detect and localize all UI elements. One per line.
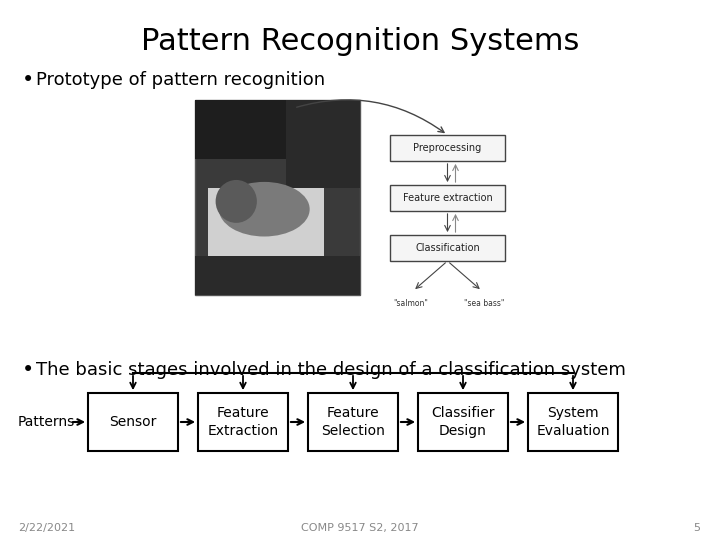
Bar	[390, 135, 505, 161]
Text: Classifier
Design: Classifier Design	[431, 406, 495, 437]
Text: System
Evaluation: System Evaluation	[536, 406, 610, 437]
Bar	[88, 393, 178, 451]
Bar	[195, 100, 360, 295]
Text: Classification: Classification	[415, 243, 480, 253]
Bar	[308, 393, 398, 451]
Text: Preprocessing: Preprocessing	[413, 143, 482, 153]
Text: Pattern Recognition Systems: Pattern Recognition Systems	[141, 28, 579, 57]
Text: "sea bass": "sea bass"	[464, 300, 505, 308]
Text: Feature
Extraction: Feature Extraction	[207, 406, 279, 437]
Text: •: •	[22, 360, 35, 380]
Bar	[418, 393, 508, 451]
Text: 2/22/2021: 2/22/2021	[18, 523, 75, 533]
Bar	[528, 393, 618, 451]
Bar	[286, 100, 360, 188]
Text: COMP 9517 S2, 2017: COMP 9517 S2, 2017	[301, 523, 419, 533]
Text: The basic stages involved in the design of a classification system: The basic stages involved in the design …	[36, 361, 626, 379]
Text: 5: 5	[693, 523, 700, 533]
Bar	[195, 256, 360, 295]
Bar	[390, 235, 505, 261]
Text: Prototype of pattern recognition: Prototype of pattern recognition	[36, 71, 325, 89]
Text: Feature extraction: Feature extraction	[402, 193, 492, 203]
Text: "salmon": "salmon"	[393, 300, 428, 308]
Bar	[208, 188, 324, 256]
Text: Patterns: Patterns	[18, 415, 76, 429]
Ellipse shape	[219, 182, 310, 237]
Text: Feature
Selection: Feature Selection	[321, 406, 385, 437]
Bar	[390, 185, 505, 211]
Text: •: •	[22, 70, 35, 90]
Bar	[195, 100, 360, 159]
Text: Sensor: Sensor	[109, 415, 157, 429]
Bar	[198, 393, 288, 451]
Ellipse shape	[215, 180, 257, 223]
